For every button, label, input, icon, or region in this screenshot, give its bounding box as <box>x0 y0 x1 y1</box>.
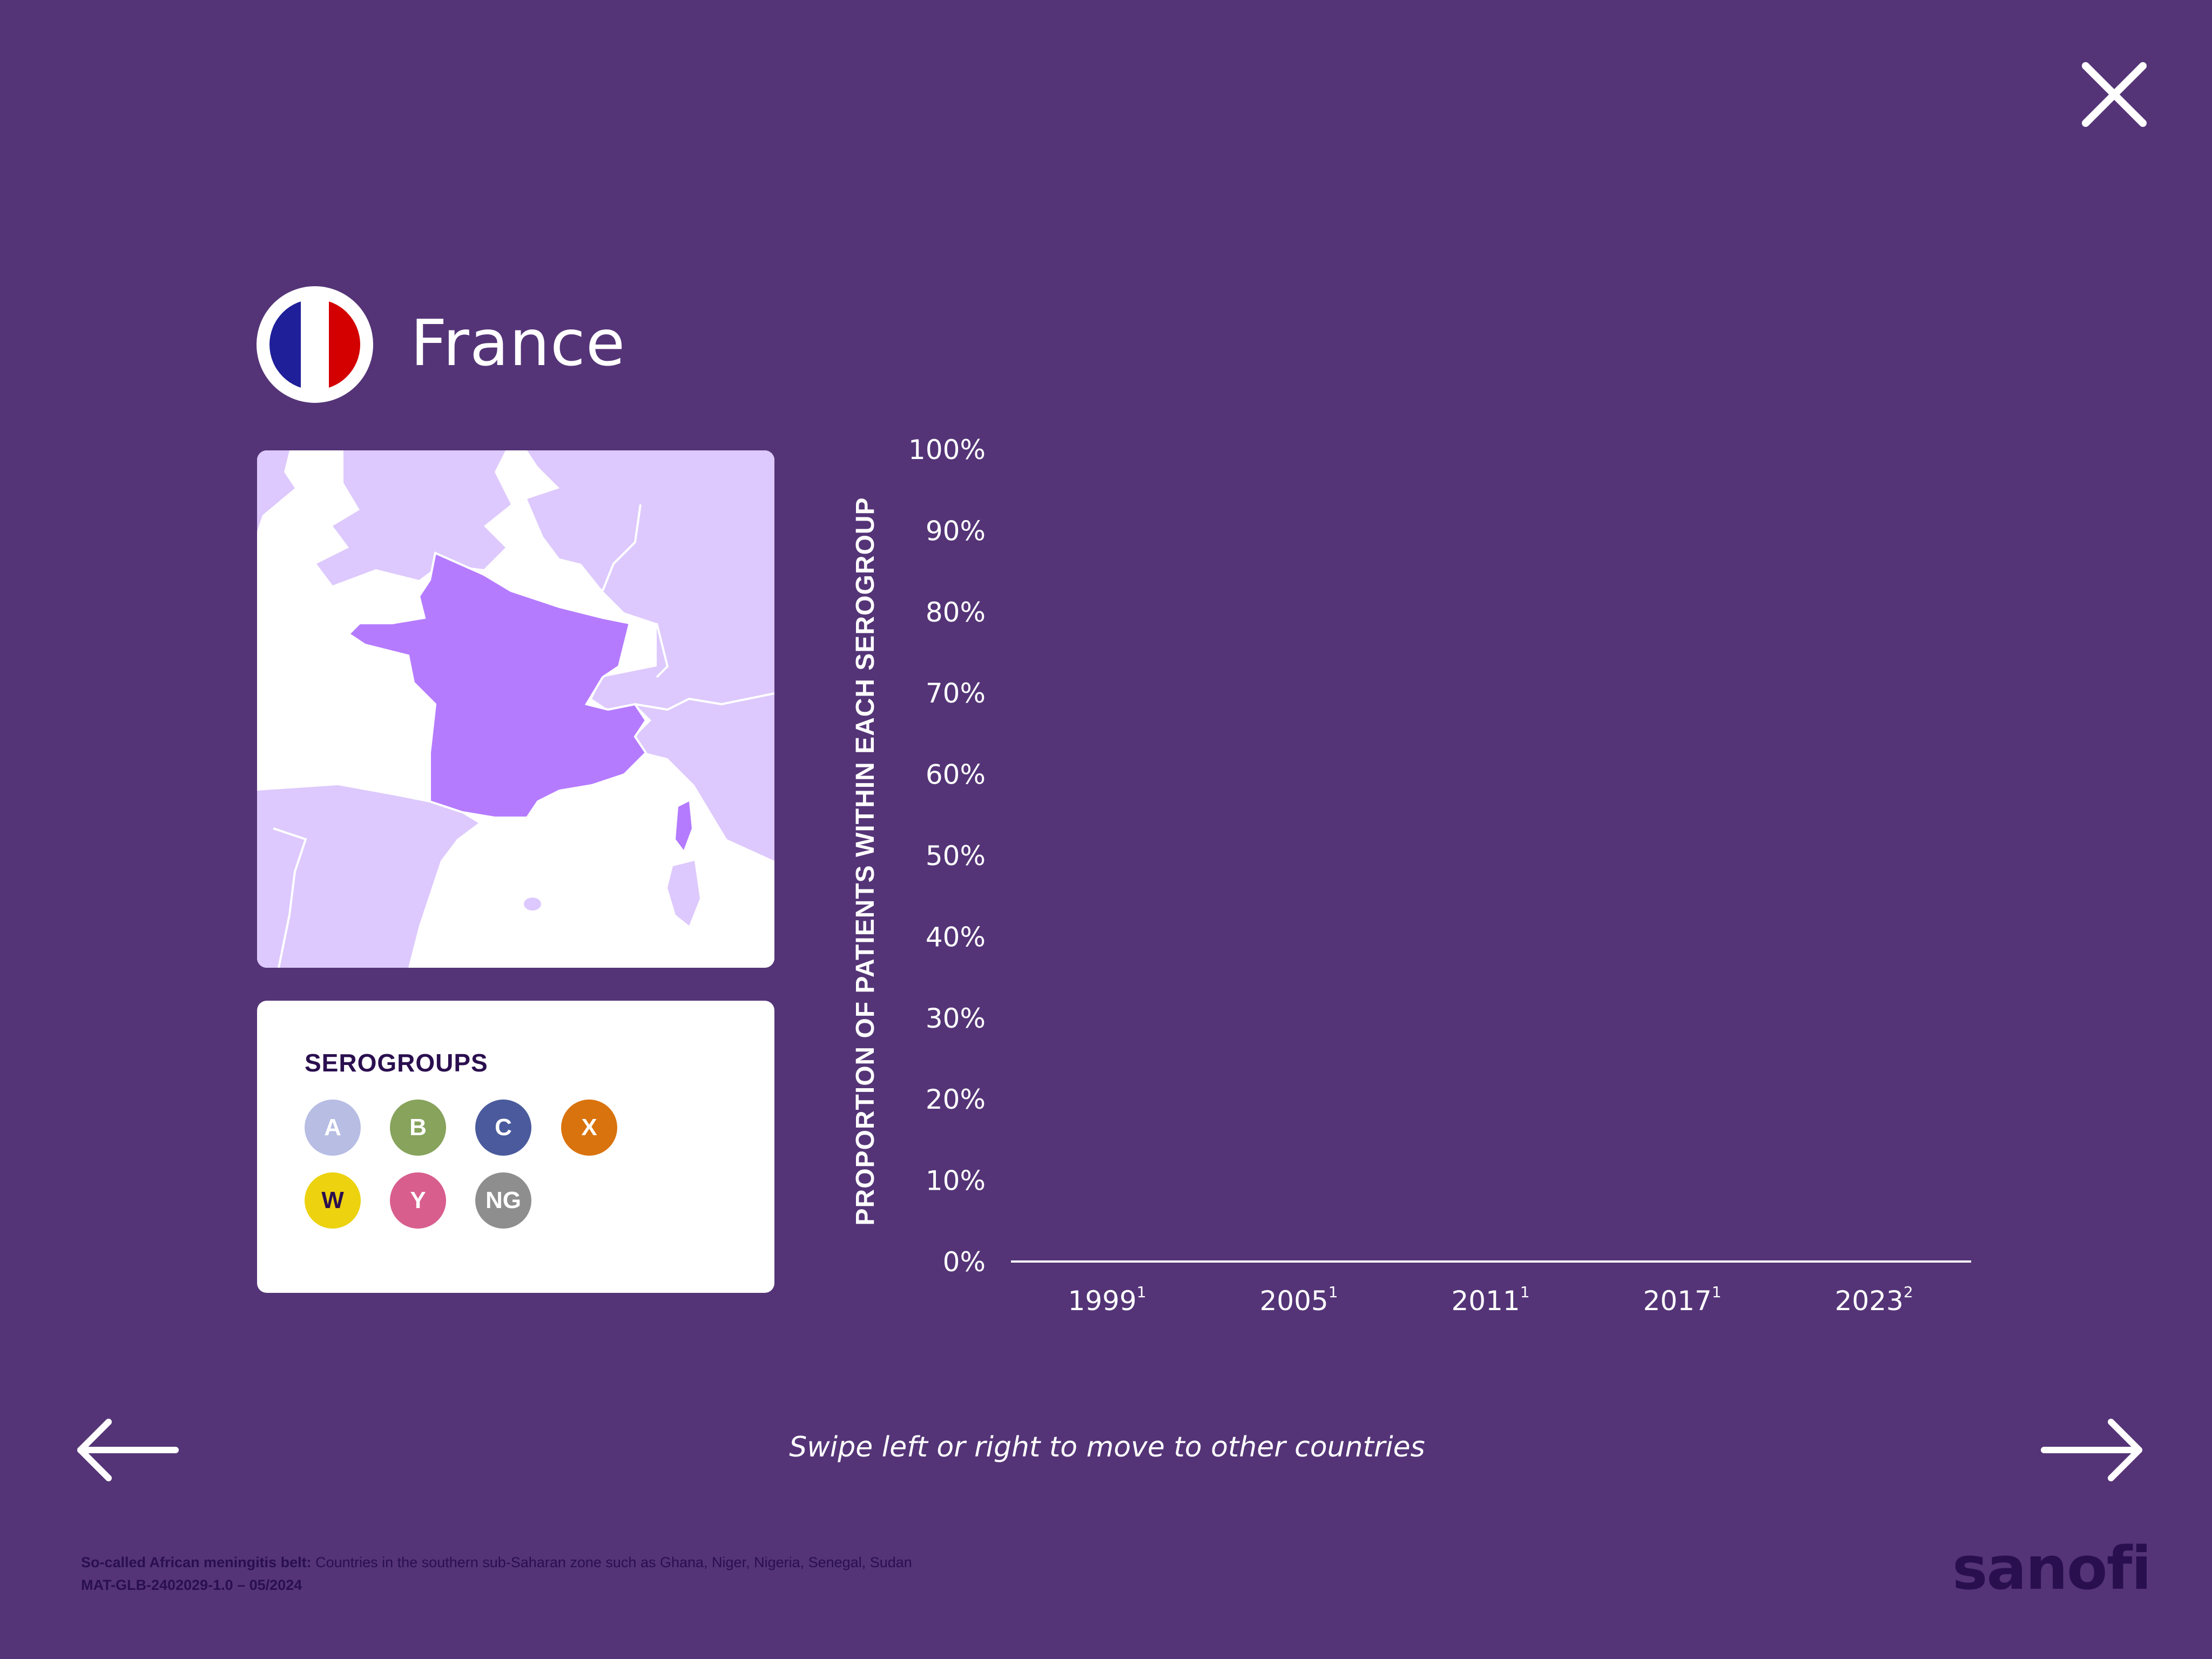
previous-country-button[interactable] <box>73 1418 181 1482</box>
serogroup-badge-a: A <box>305 1100 361 1156</box>
x-tick-label: 20111 <box>1451 1283 1529 1317</box>
country-map <box>257 450 774 968</box>
x-tick-label: 19991 <box>1068 1283 1146 1317</box>
y-tick-label: 30% <box>926 1003 986 1034</box>
serogroup-chart: 0% 10% 20% 30% 40% 50% 60% 70% 80% 90% 100% 19991 2… <box>842 421 1987 1339</box>
serogroup-badge-y: Y <box>390 1172 446 1229</box>
map-sardinia <box>667 861 700 926</box>
close-button[interactable] <box>2079 59 2149 130</box>
serogroup-badge-b: B <box>390 1100 446 1156</box>
x-tick-label: 20171 <box>1643 1283 1721 1317</box>
france-flag-icon <box>257 286 373 403</box>
map-uk <box>257 450 295 531</box>
footnote-text: Countries in the southern sub-Saharan zo… <box>311 1554 912 1570</box>
map-great-britain <box>316 450 511 585</box>
arrow-left-icon <box>77 1419 179 1481</box>
y-tick-label: 10% <box>926 1165 986 1197</box>
y-tick-label: 50% <box>926 840 986 872</box>
sanofi-logo: sanofi <box>1952 1534 2152 1603</box>
y-axis-label: PROPORTION OF PATIENTS WITHIN EACH SEROG… <box>851 497 880 1226</box>
country-title: France <box>410 306 626 380</box>
y-tick-label: 100% <box>908 434 986 466</box>
x-tick-label: 20232 <box>1835 1283 1913 1317</box>
y-tick-label: 90% <box>926 515 986 547</box>
map-corsica <box>676 801 692 850</box>
y-tick-label: 0% <box>943 1246 986 1278</box>
x-tick-label: 20051 <box>1259 1283 1338 1317</box>
serogroups-legend: SEROGROUPS A B C X W Y NG <box>257 1001 774 1293</box>
footnote-term: So-called African meningitis belt: <box>81 1554 312 1570</box>
arrow-right-icon <box>2041 1419 2142 1481</box>
next-country-button[interactable] <box>2039 1418 2147 1482</box>
material-code: MAT-GLB-2402029-1.0 – 05/2024 <box>81 1577 302 1593</box>
close-icon <box>2082 62 2147 127</box>
map-spain <box>257 785 478 968</box>
y-tick-label: 60% <box>926 759 986 791</box>
serogroup-badge-ng: NG <box>475 1172 531 1229</box>
swipe-hint: Swipe left or right to move to other cou… <box>789 1431 1425 1464</box>
map-europe-east <box>527 450 774 861</box>
map-france <box>347 551 648 819</box>
footnote: So-called African meningitis belt: Count… <box>81 1551 912 1596</box>
serogroup-badge-c: C <box>475 1100 531 1156</box>
y-tick-label: 70% <box>926 678 986 709</box>
y-tick-label: 40% <box>926 921 986 953</box>
serogroup-badge-x: X <box>561 1100 617 1156</box>
footnote-definition: So-called African meningitis belt: Count… <box>81 1551 912 1574</box>
legend-title: SEROGROUPS <box>305 1049 488 1077</box>
y-tick-label: 80% <box>926 597 986 628</box>
serogroup-badge-w: W <box>305 1172 361 1229</box>
y-tick-label: 20% <box>926 1084 986 1115</box>
